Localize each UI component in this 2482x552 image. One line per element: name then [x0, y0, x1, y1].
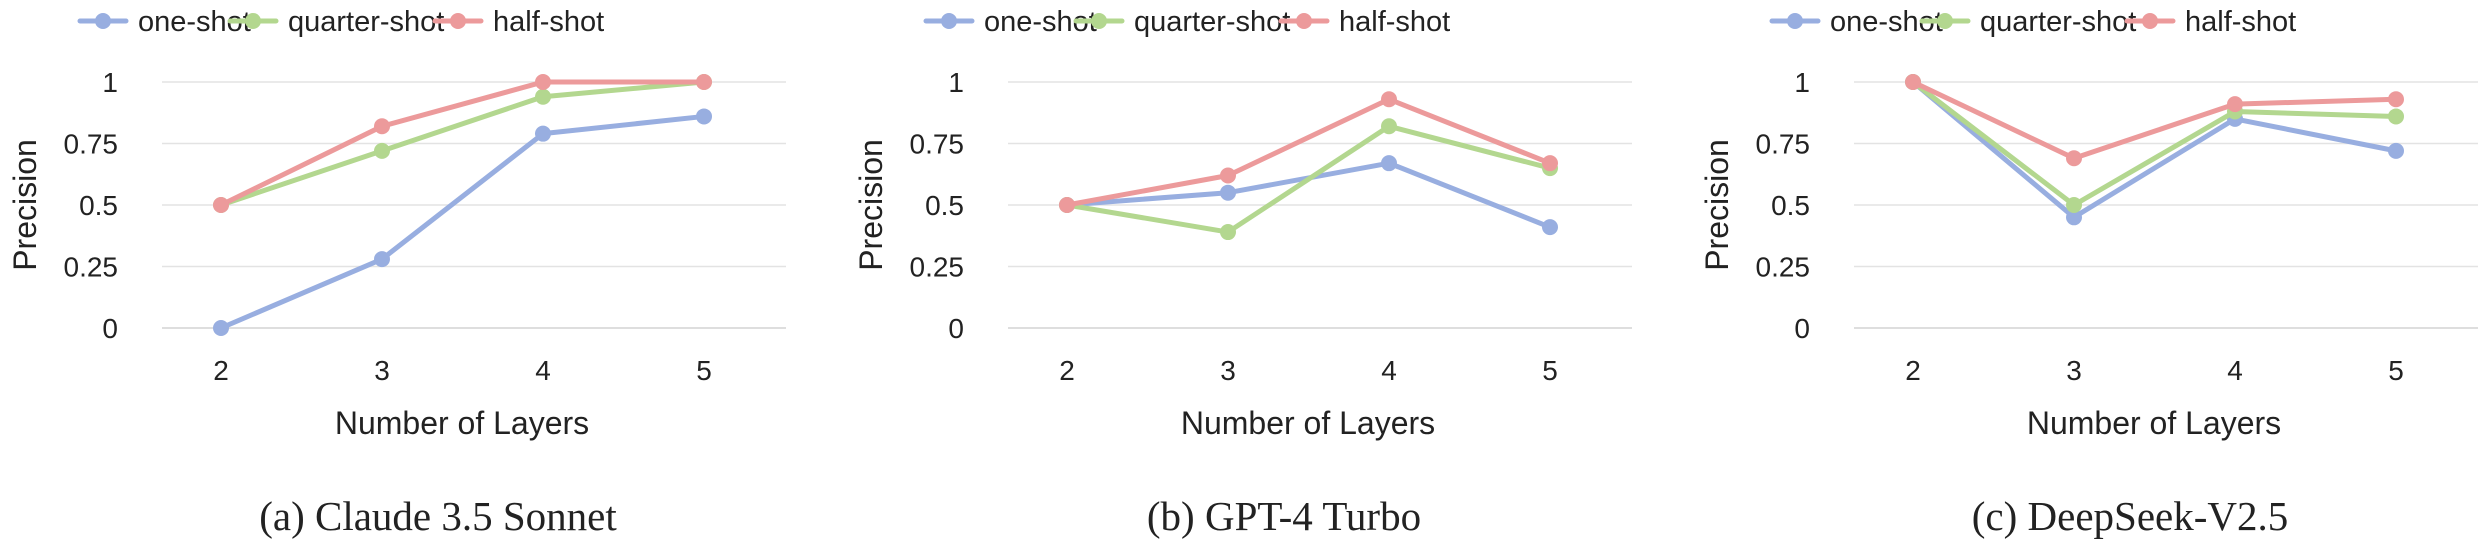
x-axis-title: Number of Layers — [2027, 405, 2281, 441]
x-tick-label: 5 — [696, 355, 712, 386]
data-point-half-shot — [374, 118, 390, 135]
data-point-one-shot — [374, 251, 390, 268]
data-point-half-shot — [1542, 155, 1558, 172]
legend-item-half-shot: half-shot — [1278, 6, 1450, 38]
series-line-half-shot — [1064, 96, 1553, 208]
x-tick-label: 5 — [2388, 355, 2404, 386]
series-line-half-shot — [1910, 79, 2399, 161]
y-tick-label: 0 — [1794, 313, 1810, 344]
x-tick-label: 2 — [1059, 355, 1075, 386]
legend-item-one-shot: one-shot — [77, 6, 251, 38]
legend-label: half-shot — [493, 6, 604, 38]
y-tick-label: 0.25 — [1756, 252, 1811, 283]
chart-caption: (b) GPT-4 Turbo — [1147, 493, 1421, 539]
data-point-half-shot — [535, 74, 551, 90]
y-tick-label: 1 — [1794, 67, 1810, 98]
x-tick-label: 2 — [1905, 355, 1921, 386]
legend-label: half-shot — [2185, 6, 2296, 38]
y-axis-title: Precision — [1699, 139, 1735, 271]
legend-label: half-shot — [1339, 6, 1450, 38]
x-tick-label: 4 — [1381, 355, 1397, 386]
y-axis-title: Precision — [853, 139, 889, 271]
data-point-half-shot — [696, 74, 712, 90]
series-line-quarter-shot — [218, 79, 707, 208]
data-point-one-shot — [1542, 219, 1558, 236]
y-tick-label: 0.5 — [79, 190, 118, 221]
legend-marker — [245, 13, 261, 29]
y-tick-label: 0 — [102, 313, 118, 344]
series-line-half-shot — [218, 79, 707, 208]
y-tick-label: 0.5 — [1771, 190, 1810, 221]
legend-marker — [2142, 13, 2158, 29]
chart-panel-1: 0 0.25 0.5 0.75 1 2 3 4 5 Number of Layers Precisi… — [7, 6, 786, 539]
x-axis-title: Number of Layers — [1181, 405, 1435, 441]
legend-item-quarter-shot: quarter-shot — [1919, 6, 2136, 38]
legend-item-one-shot: one-shot — [1769, 6, 1943, 38]
y-tick-label: 0.5 — [925, 190, 964, 221]
data-point-one-shot — [535, 125, 551, 142]
x-tick-label: 5 — [1542, 355, 1558, 386]
legend-label: quarter-shot — [1980, 6, 2136, 38]
x-tick-label: 4 — [2227, 355, 2243, 386]
x-tick-label: 2 — [213, 355, 229, 386]
data-point-quarter-shot — [2066, 197, 2082, 213]
y-tick-label: 0.75 — [64, 129, 119, 160]
x-tick-label: 3 — [2066, 355, 2082, 386]
legend-marker — [1787, 13, 1803, 29]
data-point-quarter-shot — [374, 142, 390, 159]
legend-item-half-shot: half-shot — [432, 6, 604, 38]
y-tick-label: 0.75 — [1756, 129, 1811, 160]
legend-label: quarter-shot — [1134, 6, 1290, 38]
series-line-one-shot — [218, 113, 707, 331]
data-point-half-shot — [2066, 150, 2082, 167]
data-point-one-shot — [213, 320, 229, 336]
data-point-half-shot — [213, 197, 229, 213]
data-point-one-shot — [2066, 209, 2082, 226]
x-tick-label: 4 — [535, 355, 551, 386]
data-point-half-shot — [1220, 167, 1236, 184]
data-point-half-shot — [1381, 91, 1397, 108]
data-point-quarter-shot — [535, 88, 551, 105]
legend-marker — [941, 13, 957, 29]
chart-panel-2: 0 0.25 0.5 0.75 1 2 3 4 5 Number of Layers Precisi… — [853, 6, 1632, 539]
legend-marker — [450, 13, 466, 29]
chart-panel-3: 0 0.25 0.5 0.75 1 2 3 4 5 Number of Layers Precisi… — [1699, 6, 2478, 539]
series-line-one-shot — [1910, 79, 2399, 220]
legend-item-half-shot: half-shot — [2124, 6, 2296, 38]
data-point-one-shot — [2388, 142, 2404, 159]
data-point-half-shot — [2388, 91, 2404, 108]
x-axis-title: Number of Layers — [335, 405, 589, 441]
legend-label: quarter-shot — [288, 6, 444, 38]
chart-caption: (a) Claude 3.5 Sonnet — [259, 493, 617, 539]
legend-item-quarter-shot: quarter-shot — [1073, 6, 1290, 38]
y-tick-label: 0.75 — [910, 129, 965, 160]
series-line-quarter-shot — [1910, 79, 2399, 208]
legend-item-quarter-shot: quarter-shot — [227, 6, 444, 38]
chart-caption: (c) DeepSeek-V2.5 — [1972, 493, 2288, 539]
legend-item-one-shot: one-shot — [923, 6, 1097, 38]
data-point-one-shot — [1220, 184, 1236, 201]
data-point-one-shot — [1381, 155, 1397, 172]
series-line-quarter-shot — [1064, 123, 1553, 235]
data-point-half-shot — [2227, 96, 2243, 113]
legend-marker — [1091, 13, 1107, 29]
data-point-quarter-shot — [1381, 118, 1397, 135]
y-tick-label: 0 — [948, 313, 964, 344]
data-point-quarter-shot — [2388, 108, 2404, 125]
data-point-half-shot — [1059, 197, 1075, 213]
data-point-half-shot — [1905, 74, 1921, 90]
y-tick-label: 0.25 — [910, 252, 965, 283]
y-tick-label: 0.25 — [64, 252, 119, 283]
x-tick-label: 3 — [1220, 355, 1236, 386]
legend-marker — [95, 13, 111, 29]
y-tick-label: 1 — [102, 67, 118, 98]
legend-marker — [1937, 13, 1953, 29]
legend-marker — [1296, 13, 1312, 29]
data-point-one-shot — [696, 108, 712, 125]
x-tick-label: 3 — [374, 355, 390, 386]
y-axis-title: Precision — [7, 139, 43, 271]
data-point-quarter-shot — [1220, 224, 1236, 241]
y-tick-label: 1 — [948, 67, 964, 98]
